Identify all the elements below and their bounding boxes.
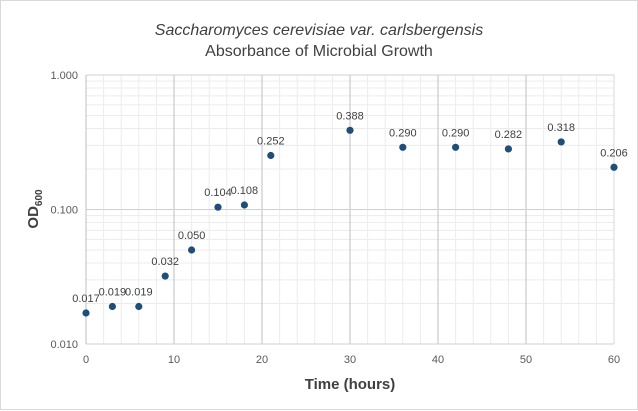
data-point bbox=[240, 201, 248, 209]
data-label: 0.282 bbox=[495, 129, 523, 141]
x-tick-label: 40 bbox=[432, 354, 444, 366]
y-tick-label: 1.000 bbox=[50, 70, 78, 82]
data-point bbox=[108, 302, 116, 311]
data-label: 0.318 bbox=[547, 122, 575, 134]
data-label: 0.050 bbox=[178, 230, 206, 242]
data-point bbox=[346, 126, 354, 134]
svg-text:OD600: OD600 bbox=[25, 189, 45, 229]
data-point bbox=[452, 143, 460, 151]
data-point bbox=[399, 143, 407, 151]
data-label: 0.290 bbox=[442, 127, 470, 139]
y-tick-label: 0.100 bbox=[50, 205, 78, 217]
x-tick-label: 10 bbox=[168, 354, 180, 366]
data-point bbox=[161, 272, 169, 280]
tick-labels: 0 10 20 30 40 50 60 0.010 0.100 1.000 bbox=[50, 70, 620, 366]
data-label: 0.108 bbox=[231, 185, 259, 197]
major-gridlines bbox=[86, 74, 615, 345]
x-tick-label: 60 bbox=[608, 354, 620, 366]
chart-title-line1: Saccharomyces cerevisiae var. carlsberge… bbox=[155, 22, 483, 39]
data-labels: 0.0170.0190.0190.0320.0500.1040.1080.252… bbox=[72, 110, 628, 305]
data-point bbox=[267, 151, 275, 160]
x-axis-title: Time (hours) bbox=[305, 376, 396, 393]
data-label: 0.019 bbox=[125, 287, 153, 299]
data-point bbox=[504, 145, 512, 153]
data-point bbox=[82, 309, 90, 317]
data-label: 0.104 bbox=[204, 187, 232, 199]
data-point bbox=[557, 138, 565, 146]
x-tick-label: 30 bbox=[344, 354, 356, 366]
data-label: 0.019 bbox=[99, 287, 127, 299]
y-axis-title-subscript: 600 bbox=[34, 189, 45, 206]
y-axis-title-base: OD bbox=[25, 206, 42, 229]
data-label: 0.032 bbox=[151, 256, 179, 268]
data-label: 0.206 bbox=[600, 147, 628, 159]
x-tick-label: 20 bbox=[256, 354, 268, 366]
data-point bbox=[610, 163, 618, 171]
x-tick-label: 0 bbox=[83, 354, 89, 366]
data-point bbox=[188, 246, 196, 254]
data-label: 0.388 bbox=[336, 110, 364, 122]
data-point bbox=[135, 302, 143, 311]
data-points bbox=[82, 126, 618, 317]
y-tick-label: 0.010 bbox=[50, 339, 78, 351]
y-axis-title: OD600 bbox=[25, 189, 45, 229]
x-tick-label: 50 bbox=[520, 354, 532, 366]
data-label: 0.252 bbox=[257, 136, 285, 148]
chart-title-line2: Absorbance of Microbial Growth bbox=[205, 43, 433, 60]
data-point bbox=[214, 203, 222, 211]
data-label: 0.290 bbox=[389, 127, 417, 139]
data-label: 0.017 bbox=[72, 293, 100, 305]
